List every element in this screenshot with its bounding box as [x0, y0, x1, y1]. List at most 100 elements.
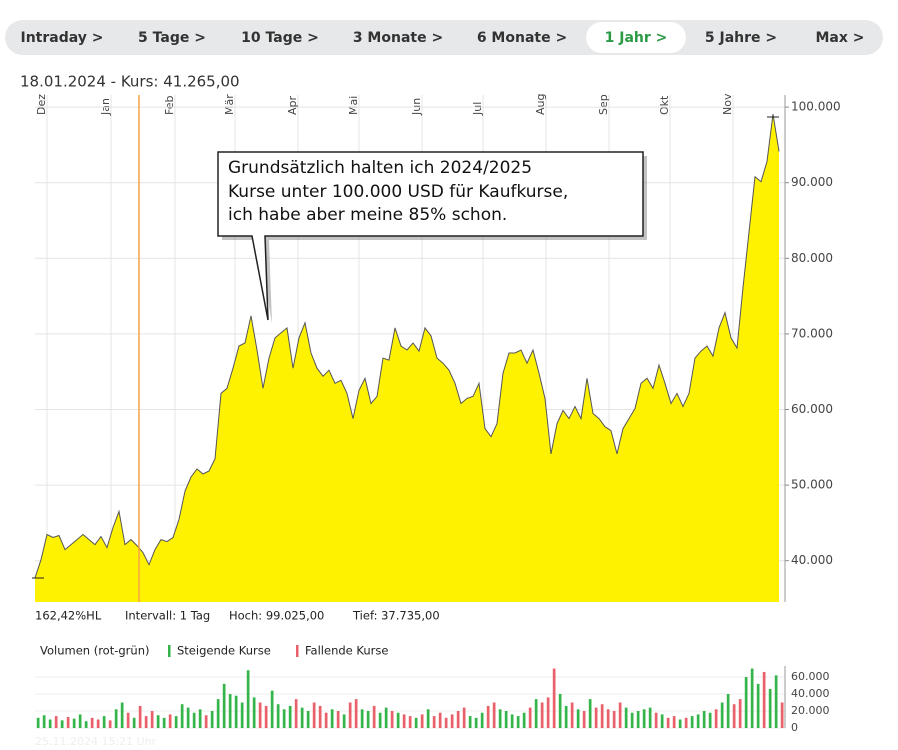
volume-bar [192, 712, 196, 728]
volume-bar [780, 702, 784, 728]
tab[interactable]: 6 Monate > [477, 30, 567, 46]
volume-bar [420, 714, 424, 728]
volume-bar [246, 670, 250, 728]
volume-bar [204, 715, 208, 728]
volume-bar [606, 709, 610, 728]
volume-bar [510, 714, 514, 728]
volume-bar [330, 709, 334, 728]
volume-bar [318, 705, 322, 728]
volume-bar [618, 702, 622, 728]
volume-bar [654, 712, 658, 728]
volume-bar [456, 711, 460, 728]
volume-bar [96, 719, 100, 728]
tab[interactable]: Max > [815, 30, 864, 46]
volume-bar [540, 702, 544, 728]
callout-line: ich habe aber meine 85% schon. [228, 205, 507, 225]
stat: Tief: 37.735,00 [352, 609, 440, 623]
y-tick-label: 40.000 [791, 553, 833, 567]
volume-bar [546, 697, 550, 728]
x-tick-label: Aug [534, 94, 547, 115]
volume-bar [174, 716, 178, 728]
volume-bar [360, 709, 364, 728]
y-tick-label: 0 [791, 721, 798, 734]
volume-bar [150, 711, 154, 728]
volume-bar [78, 714, 82, 728]
y-tick-label: 90.000 [791, 175, 833, 189]
volume-bar [270, 690, 274, 728]
volume-bar [48, 719, 52, 728]
volume-bar [324, 712, 328, 728]
volume-bar [690, 716, 694, 728]
x-tick-label: Nov [721, 93, 734, 115]
volume-bar [36, 717, 40, 728]
tab[interactable]: 1 Jahr > [605, 30, 668, 46]
header: 18.01.2024 - Kurs: 41.265,00 [20, 73, 240, 91]
volume-bar [60, 720, 64, 728]
callout: Grundsätzlich halten ich 2024/2025 Kurse… [217, 151, 647, 324]
volume-bar [504, 711, 508, 728]
callout-box [217, 151, 644, 321]
volume-bar [738, 699, 742, 728]
volume-bar [522, 712, 526, 728]
volume-bar [468, 716, 472, 728]
y-tick-label: 100.000 [791, 100, 841, 114]
y-tick-label: 60.000 [791, 670, 830, 683]
volume-bar [624, 707, 628, 728]
volume-bar [732, 704, 736, 728]
y-tick-label: 20.000 [791, 704, 830, 717]
x-tick-label: Mai [347, 96, 360, 115]
volume-bar [120, 702, 124, 728]
volume-bar [708, 712, 712, 728]
volume-chart: Volumen (rot-grün) Steigende Kurse Fallend… [35, 644, 830, 734]
volume-bar [264, 705, 268, 728]
y-tick-label: 80.000 [791, 251, 833, 265]
volume-bar [714, 709, 718, 728]
volume-bar [168, 714, 172, 728]
volume-bar [594, 707, 598, 728]
volume-bar [534, 699, 538, 728]
volume-bar [564, 705, 568, 728]
volume-bar [306, 711, 310, 728]
volume-bar [432, 716, 436, 728]
volume-bar [180, 704, 184, 728]
tab[interactable]: Intraday > [21, 30, 104, 46]
volume-bar [768, 688, 772, 728]
volume-bar [156, 715, 160, 728]
y-tick-label: 60.000 [791, 402, 833, 416]
volume-bar [648, 707, 652, 728]
volume-bar [492, 702, 496, 728]
x-tick-label: Feb [163, 96, 176, 115]
volume-bar [300, 707, 304, 728]
volume-bar [90, 717, 94, 728]
volume-bar [114, 709, 118, 728]
tab[interactable]: 5 Tage > [138, 30, 206, 46]
volume-bar [336, 711, 340, 728]
volume-bar [588, 699, 592, 728]
tab[interactable]: 3 Monate > [353, 30, 443, 46]
volume-bar [54, 716, 58, 728]
volume-bar [348, 702, 352, 728]
volume-bar [684, 717, 688, 728]
volume-bar [552, 668, 556, 728]
tab[interactable]: 10 Tage > [241, 30, 319, 46]
volume-bar [66, 716, 70, 728]
volume-bar [408, 716, 412, 728]
volume-bar [84, 721, 88, 728]
timestamp: 25.11.2024 15:21 Uhr [35, 735, 157, 748]
x-tick-label: Jul [471, 102, 484, 116]
volume-bar [750, 668, 754, 728]
volume-bar [288, 705, 292, 728]
stat: Hoch: 99.025,00 [229, 609, 324, 623]
x-tick-label: Apr [286, 95, 299, 115]
volume-bar [696, 714, 700, 728]
volume-bar [756, 683, 760, 728]
volume-bar [480, 712, 484, 728]
x-tick-label: Okt [658, 95, 671, 115]
volume-bar [258, 702, 262, 728]
callout-line: Kurse unter 100.000 USD für Kaufkurse, [228, 182, 568, 202]
tab[interactable]: 5 Jahre > [705, 30, 777, 46]
volume-bar [558, 694, 562, 728]
volume-bar [42, 715, 46, 728]
volume-bar [354, 699, 358, 728]
volume-bar [276, 704, 280, 728]
